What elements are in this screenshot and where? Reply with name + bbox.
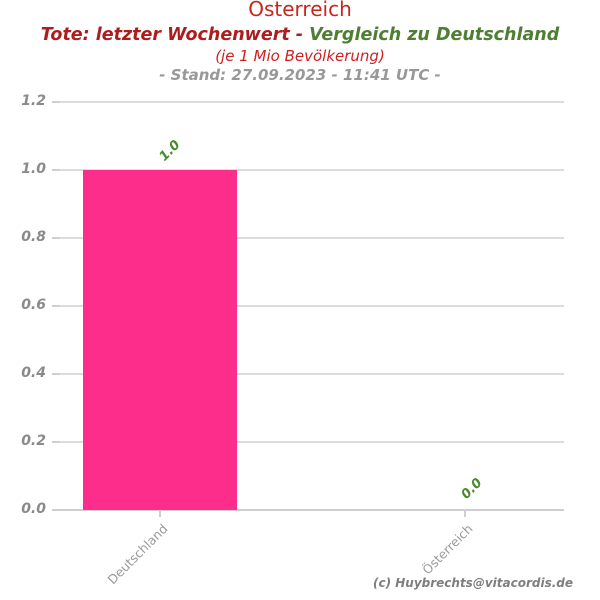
- y-axis-label: 0.6: [21, 297, 46, 313]
- y-tick-1-2: [52, 101, 60, 103]
- gridline-1-0: [60, 169, 564, 171]
- y-axis-label: 0.4: [21, 365, 46, 381]
- x-tick-deutschland: [159, 510, 161, 517]
- y-axis-label: 0.8: [21, 229, 46, 245]
- chart-subtitle: Tote: letzter Wochenwert - Vergleich zu …: [0, 24, 600, 46]
- x-axis-baseline: [60, 509, 564, 511]
- x-axis-label-deutschland: Deutschland: [104, 521, 171, 588]
- bar-value-label-oesterreich: 0.0: [458, 475, 486, 503]
- bar-deutschland: [83, 170, 237, 510]
- y-axis-label: 0.2: [21, 433, 46, 449]
- y-tick-0-2: [52, 441, 60, 443]
- gridline-0-4: [60, 373, 564, 375]
- y-tick-0-4: [52, 373, 60, 375]
- chart-subtitle-green-part: Vergleich zu Deutschland: [309, 25, 560, 45]
- bar-value-label-deutschland: 1.0: [156, 137, 184, 165]
- y-tick-0-6: [52, 305, 60, 307]
- y-axis-label: 1.2: [21, 93, 46, 109]
- x-tick-oesterreich: [464, 510, 466, 517]
- gridline-0-6: [60, 305, 564, 307]
- gridline-0-8: [60, 237, 564, 239]
- y-tick-0-0: [52, 509, 60, 511]
- y-tick-0-8: [52, 237, 60, 239]
- y-tick-1-0: [52, 169, 60, 171]
- chart-subtitle-red-part: Tote: letzter Wochenwert -: [40, 25, 310, 45]
- copyright-credit: (c) Huybrechts@vitacordis.de: [372, 576, 573, 590]
- chart-subtitle-units: (je 1 Mio Bevölkerung): [215, 47, 385, 65]
- chart-timestamp: - Stand: 27.09.2023 - 11:41 UTC -: [159, 66, 441, 84]
- gridline-1-2: [60, 101, 564, 103]
- y-axis-label: 1.0: [21, 161, 46, 177]
- y-axis-label: 0.0: [21, 501, 46, 517]
- gridline-0-2: [60, 441, 564, 443]
- chart-title: Österreich: [248, 0, 352, 21]
